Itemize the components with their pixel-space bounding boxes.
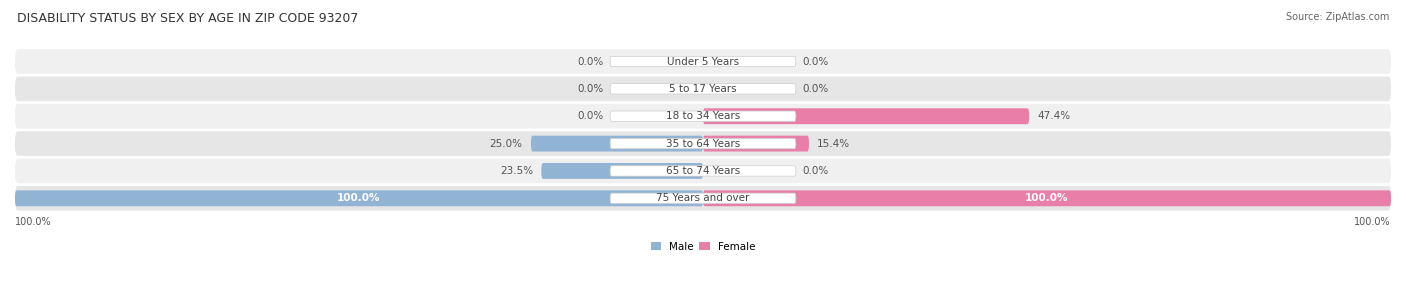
Text: 0.0%: 0.0% bbox=[803, 166, 830, 176]
Text: 5 to 17 Years: 5 to 17 Years bbox=[669, 84, 737, 94]
FancyBboxPatch shape bbox=[15, 49, 1391, 74]
FancyBboxPatch shape bbox=[610, 56, 796, 67]
Text: 15.4%: 15.4% bbox=[817, 139, 851, 149]
Text: 65 to 74 Years: 65 to 74 Years bbox=[666, 166, 740, 176]
Text: 47.4%: 47.4% bbox=[1038, 111, 1070, 121]
Text: 75 Years and over: 75 Years and over bbox=[657, 193, 749, 203]
FancyBboxPatch shape bbox=[703, 136, 808, 151]
FancyBboxPatch shape bbox=[15, 104, 1391, 129]
FancyBboxPatch shape bbox=[15, 190, 703, 206]
Text: 100.0%: 100.0% bbox=[1354, 217, 1391, 227]
Text: Source: ZipAtlas.com: Source: ZipAtlas.com bbox=[1285, 12, 1389, 22]
FancyBboxPatch shape bbox=[541, 163, 703, 179]
Text: 18 to 34 Years: 18 to 34 Years bbox=[666, 111, 740, 121]
Legend: Male, Female: Male, Female bbox=[647, 238, 759, 256]
FancyBboxPatch shape bbox=[610, 111, 796, 121]
FancyBboxPatch shape bbox=[15, 77, 1391, 101]
Text: 25.0%: 25.0% bbox=[489, 139, 523, 149]
Text: 0.0%: 0.0% bbox=[803, 84, 830, 94]
FancyBboxPatch shape bbox=[15, 131, 1391, 156]
Text: 100.0%: 100.0% bbox=[15, 217, 52, 227]
FancyBboxPatch shape bbox=[703, 108, 1029, 124]
Text: 100.0%: 100.0% bbox=[1025, 193, 1069, 203]
Text: 0.0%: 0.0% bbox=[803, 57, 830, 67]
Text: Under 5 Years: Under 5 Years bbox=[666, 57, 740, 67]
FancyBboxPatch shape bbox=[610, 193, 796, 203]
Text: 23.5%: 23.5% bbox=[501, 166, 533, 176]
FancyBboxPatch shape bbox=[610, 138, 796, 149]
Text: DISABILITY STATUS BY SEX BY AGE IN ZIP CODE 93207: DISABILITY STATUS BY SEX BY AGE IN ZIP C… bbox=[17, 12, 359, 25]
Text: 0.0%: 0.0% bbox=[576, 84, 603, 94]
Text: 0.0%: 0.0% bbox=[576, 111, 603, 121]
Text: 0.0%: 0.0% bbox=[576, 57, 603, 67]
FancyBboxPatch shape bbox=[15, 159, 1391, 183]
Text: 100.0%: 100.0% bbox=[337, 193, 381, 203]
Text: 35 to 64 Years: 35 to 64 Years bbox=[666, 139, 740, 149]
FancyBboxPatch shape bbox=[703, 190, 1391, 206]
FancyBboxPatch shape bbox=[531, 136, 703, 151]
FancyBboxPatch shape bbox=[610, 166, 796, 176]
FancyBboxPatch shape bbox=[15, 186, 1391, 211]
FancyBboxPatch shape bbox=[610, 84, 796, 94]
